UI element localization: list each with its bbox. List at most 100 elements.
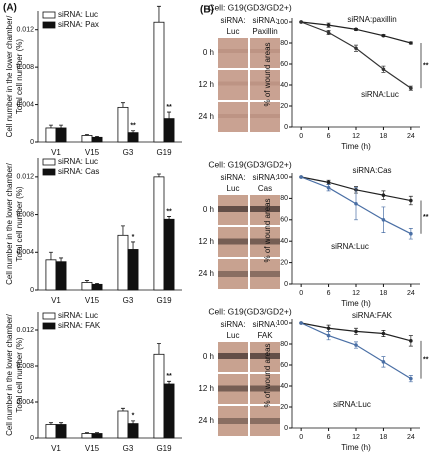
- x-tick-label: G3: [123, 444, 134, 453]
- marker: [381, 331, 386, 336]
- marker: [409, 86, 413, 90]
- series-line: [300, 21, 412, 89]
- bar: [55, 424, 67, 439]
- y-tick-label: 0: [30, 435, 34, 442]
- row-label: 24 h: [198, 269, 214, 278]
- marker: [381, 218, 386, 222]
- y-axis-title: % of wound areas: [263, 343, 272, 407]
- column-label: siRNA:: [221, 16, 246, 25]
- legend-swatch: [42, 322, 56, 330]
- panel-label: (A): [3, 3, 17, 14]
- legend-label: siRNA: Cas: [58, 167, 99, 176]
- y-tick-label: 20: [280, 404, 288, 411]
- significance: *: [132, 413, 135, 420]
- row-label: 0 h: [203, 48, 214, 57]
- bar: [91, 433, 103, 439]
- micrograph-title: Cell: G19(GD3/GD2+): [208, 306, 292, 316]
- error-bar: [167, 111, 172, 119]
- significance: **: [423, 62, 429, 69]
- y-tick-label: 40: [280, 82, 288, 89]
- y-axis-title-line: Cell number in the lower chamber/: [5, 162, 14, 285]
- y-tick-label: 80: [280, 40, 288, 47]
- marker: [409, 231, 413, 236]
- y-tick-label: 100: [276, 174, 288, 181]
- column-label: siRNA:: [253, 173, 278, 182]
- legend-label: siRNA: Pax: [58, 20, 99, 29]
- x-tick-label: 0: [299, 434, 303, 441]
- x-tick-label: G3: [123, 148, 134, 157]
- column-label: siRNA:: [221, 320, 246, 329]
- x-tick-label: 24: [407, 434, 415, 441]
- wound-band: [218, 385, 248, 392]
- x-axis-title: Time (h): [341, 142, 371, 151]
- bar: [55, 127, 67, 143]
- y-axis-title-line: Total cell number (%): [15, 39, 24, 114]
- y-tick-label: 40: [280, 238, 288, 245]
- y-axis-title: % of wound areas: [263, 42, 272, 106]
- y-tick-label: 0.008: [16, 363, 34, 370]
- significance: **: [166, 208, 172, 215]
- error-bar: [84, 134, 89, 136]
- wound-band: [218, 81, 248, 86]
- bar: [45, 424, 57, 439]
- axis: [291, 18, 420, 128]
- legend-label: siRNA: Luc: [58, 311, 98, 320]
- error-bar: [120, 407, 125, 411]
- marker: [381, 67, 386, 72]
- error-bar: [131, 420, 136, 424]
- series-label: siRNA:paxillin: [347, 15, 396, 24]
- y-tick-label: 0.004: [16, 399, 34, 406]
- significance: **: [423, 214, 429, 221]
- bar: [117, 234, 129, 291]
- column-label: Luc: [227, 184, 240, 193]
- column-label: FAK: [257, 331, 273, 340]
- error-bar: [95, 135, 100, 138]
- wound-band: [218, 238, 248, 245]
- x-axis-title: Time (h): [341, 443, 371, 452]
- bar: [117, 106, 129, 143]
- error-bar: [95, 283, 100, 285]
- x-tick-label: 12: [352, 434, 360, 441]
- x-tick-label: G3: [123, 296, 134, 305]
- marker: [299, 321, 303, 325]
- y-tick-label: 0: [284, 281, 288, 288]
- bar: [153, 176, 165, 291]
- bar: [45, 259, 57, 291]
- y-tick-label: 0.012: [16, 327, 34, 334]
- x-tick-label: V1: [51, 296, 61, 305]
- wound-band: [218, 418, 248, 424]
- column-label: siRNA:: [221, 173, 246, 182]
- x-tick-label: 12: [352, 133, 360, 140]
- significance: **: [166, 373, 172, 380]
- wound-band: [250, 418, 280, 424]
- error-bar: [156, 173, 161, 177]
- error-bar: [167, 380, 172, 384]
- bar: [163, 118, 175, 143]
- y-tick-label: 0.012: [16, 27, 34, 34]
- column-label: Luc: [227, 331, 240, 340]
- significance: **: [423, 357, 429, 364]
- marker: [409, 198, 413, 203]
- y-tick-label: 100: [276, 19, 288, 26]
- column-label: Paxillin: [252, 27, 277, 36]
- bar: [55, 261, 67, 291]
- marker: [381, 33, 386, 38]
- marker: [354, 201, 358, 206]
- x-tick-label: V15: [85, 444, 100, 453]
- marker: [299, 20, 303, 24]
- bar: [81, 135, 93, 143]
- x-tick-label: V15: [85, 148, 100, 157]
- bar: [153, 353, 165, 439]
- error-bar: [156, 5, 161, 23]
- marker: [354, 343, 358, 347]
- wound-band: [250, 81, 280, 86]
- row-label: 12 h: [198, 237, 214, 246]
- marker: [381, 193, 386, 197]
- y-tick-label: 0: [30, 287, 34, 294]
- y-tick-label: 20: [280, 103, 288, 110]
- error-bar: [131, 241, 136, 250]
- x-tick-label: G19: [156, 296, 172, 305]
- y-tick-label: 60: [280, 61, 288, 68]
- row-label: 12 h: [198, 384, 214, 393]
- x-tick-label: 0: [299, 290, 303, 297]
